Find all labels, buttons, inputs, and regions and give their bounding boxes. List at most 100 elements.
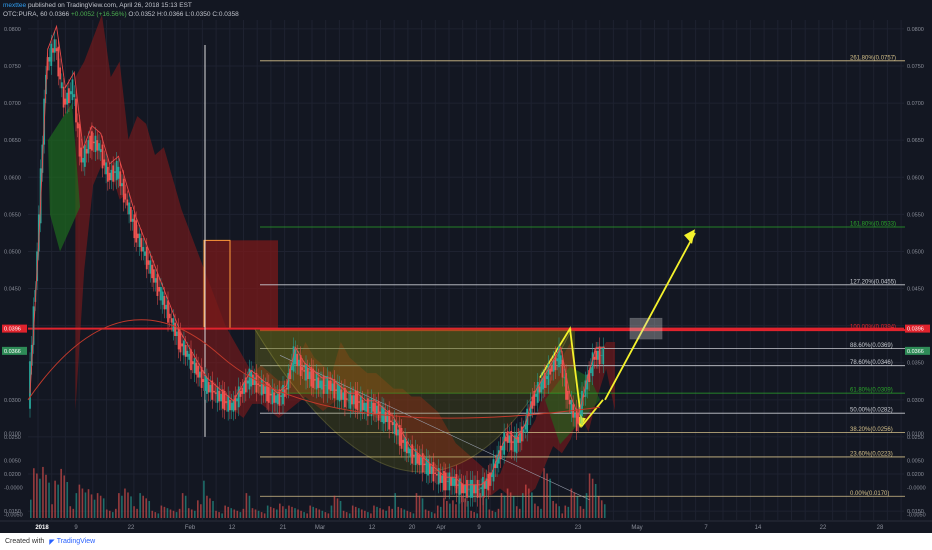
candle-body [112, 165, 115, 182]
footer-bar: Created with ◤ TradingView [0, 533, 932, 550]
candle-body [110, 169, 113, 181]
low-value: L:0.0350 [185, 11, 211, 18]
candle-body [342, 392, 345, 400]
candle-body [232, 399, 235, 412]
volume-bar [151, 510, 154, 518]
volume-bar [187, 508, 190, 518]
candle-body [266, 382, 268, 402]
candle-body [220, 393, 222, 402]
candle-body [563, 377, 566, 379]
y-tick-right: 0.0600 [907, 175, 924, 181]
volume-bar [93, 499, 96, 518]
x-tick: 9 [477, 525, 481, 531]
volume-bar [282, 506, 284, 518]
candle-body [480, 487, 483, 489]
candle-body [262, 383, 265, 394]
fib-label: 161.80%(0.0533) [850, 221, 896, 227]
candle-body [68, 88, 70, 104]
candle-body [492, 459, 495, 482]
candle-body [82, 157, 84, 163]
tradingview-logo-icon[interactable]: ◤ [49, 538, 55, 546]
fib-label: 100.00%(0.0394) [850, 325, 896, 331]
candle-body [575, 408, 578, 431]
candle-body [457, 484, 460, 486]
candle-body [391, 422, 394, 426]
candle-body [46, 57, 49, 71]
candle-body [87, 140, 90, 154]
symbol-label[interactable]: OTC:PURA, 60 [3, 11, 48, 18]
y-tick-right: 0.0250 [907, 435, 924, 441]
candlesticks [27, 24, 605, 507]
volume-bar [36, 473, 38, 518]
volume-bar [309, 505, 311, 518]
volume-bar [361, 509, 363, 518]
candle-body [296, 353, 299, 366]
candle-body [160, 287, 162, 301]
candle-body [554, 355, 557, 371]
candle-body [128, 202, 130, 215]
y-tick-left: 0.0550 [4, 212, 21, 218]
candle-body [474, 484, 477, 494]
x-tick: 12 [369, 525, 376, 531]
x-tick: 21 [280, 525, 287, 531]
candle-body [552, 359, 555, 372]
candle-body [335, 389, 337, 391]
candle-body [384, 411, 387, 423]
candle-body [425, 457, 428, 475]
candle-body [543, 373, 546, 388]
candle-body [76, 122, 79, 129]
candle-body [57, 46, 60, 77]
candle-body [478, 488, 481, 490]
volume-bar [452, 500, 454, 518]
candle-body [313, 379, 316, 381]
candle-body [151, 264, 153, 279]
candle-body [597, 350, 599, 360]
volume-bar [105, 509, 108, 518]
candle-body [206, 377, 208, 394]
candle-body [275, 395, 277, 403]
candle-body [390, 420, 392, 423]
candle-body [547, 364, 550, 385]
chart-canvas[interactable]: 261.80%(0.0757) 161.80%(0.0533) 127.20%(0.… [0, 0, 932, 533]
candle-body [177, 327, 180, 350]
candle-body [237, 386, 240, 408]
candle-body [540, 380, 543, 393]
candle-body [595, 350, 598, 360]
volume-bar [215, 510, 217, 518]
close-value: C:0.0358 [212, 11, 239, 18]
candle-body [331, 383, 334, 391]
candle-body [517, 436, 520, 443]
author-name[interactable]: mexttee [3, 2, 27, 9]
candle-body [255, 373, 258, 393]
candle-body [62, 86, 65, 108]
volume-bar [124, 488, 126, 518]
candle-body [59, 67, 61, 80]
candle-body [202, 379, 205, 383]
candle-body [161, 291, 164, 305]
y-tick-right: 0.0800 [907, 27, 924, 33]
y-tick-left: 0.0450 [4, 287, 21, 293]
volume-bar [351, 505, 354, 518]
volume-bar [297, 509, 299, 518]
candle-body [450, 476, 452, 486]
candle-body [503, 432, 506, 455]
volume-bar [470, 510, 472, 518]
candle-body [473, 484, 475, 494]
candle-body [489, 472, 491, 486]
candle-body [156, 273, 159, 296]
y-tick-right: 0.0050 [907, 459, 924, 465]
volume-bar [263, 513, 266, 518]
y-tick-right: -0.0000 [907, 486, 926, 492]
ohlc-legend: OTC:PURA, 60 0.0366 +0.0052 (+16.56%) O:… [3, 10, 239, 19]
candle-body [83, 144, 86, 167]
tradingview-link[interactable]: TradingView [56, 538, 96, 545]
candle-body [167, 300, 169, 323]
candle-body [421, 453, 424, 473]
x-tick: Apr [436, 525, 445, 531]
volume-bar [406, 510, 409, 518]
volume-bar [90, 494, 93, 518]
candle-body [174, 322, 176, 337]
volume-bar [421, 498, 424, 518]
candle-body [326, 376, 329, 394]
y-tick-left: 0.0100 [4, 432, 21, 438]
